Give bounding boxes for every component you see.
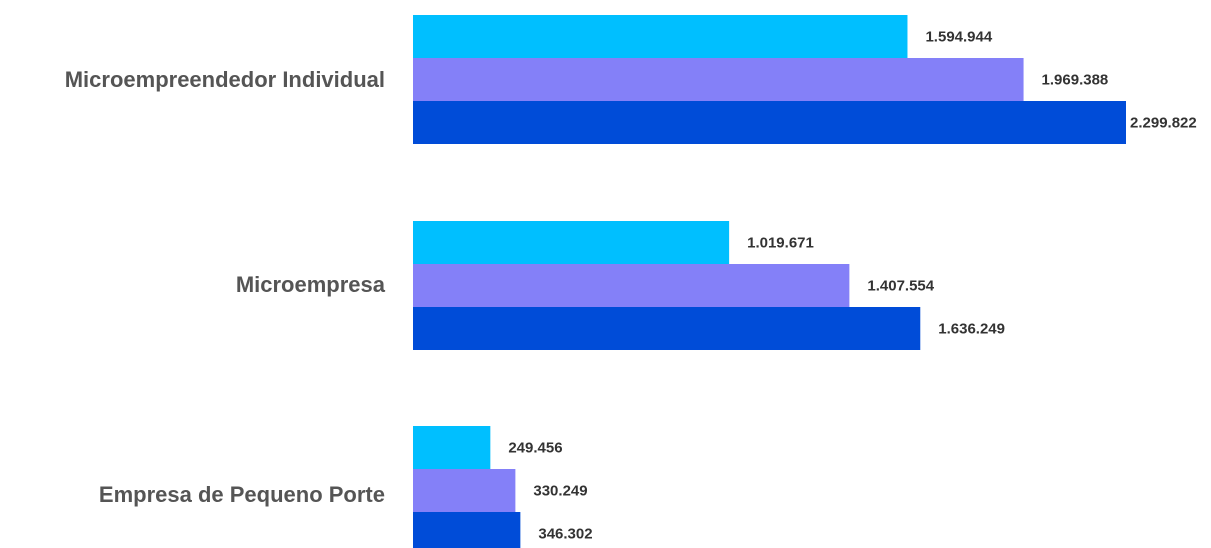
category-label-epp: Empresa de Pequeno Porte [99,482,385,507]
value-label-epp-series-3: 346.302 [538,526,592,543]
value-label-mei-series-3: 2.299.822 [1130,115,1197,132]
bar-mei-series-1 [413,15,908,58]
bar-mei-series-2 [413,58,1024,101]
value-label-microempresa-series-3: 1.636.249 [938,321,1005,338]
value-label-mei-series-2: 1.969.388 [1042,72,1109,89]
bar-mei-series-3 [413,101,1126,144]
bar-epp-series-3 [413,512,521,548]
value-label-mei-series-1: 1.594.944 [925,29,992,46]
bar-epp-series-1 [413,426,491,469]
category-label-mei: Microempreendedor Individual [65,67,385,92]
bar-epp-series-2 [413,469,516,512]
category-label-microempresa: Microempresa [236,272,386,297]
bar-microempresa-series-3 [413,307,921,350]
value-label-microempresa-series-1: 1.019.671 [747,235,814,252]
bar-microempresa-series-2 [413,264,850,307]
value-label-epp-series-1: 249.456 [508,440,562,457]
bar-microempresa-series-1 [413,221,730,264]
value-labels-group: 1.594.944 1.969.388 2.299.822 1.019.671 1.40… [508,29,1196,543]
value-label-microempresa-series-2: 1.407.554 [867,278,934,295]
value-label-epp-series-2: 330.249 [533,483,587,500]
bars-group [413,15,1126,548]
